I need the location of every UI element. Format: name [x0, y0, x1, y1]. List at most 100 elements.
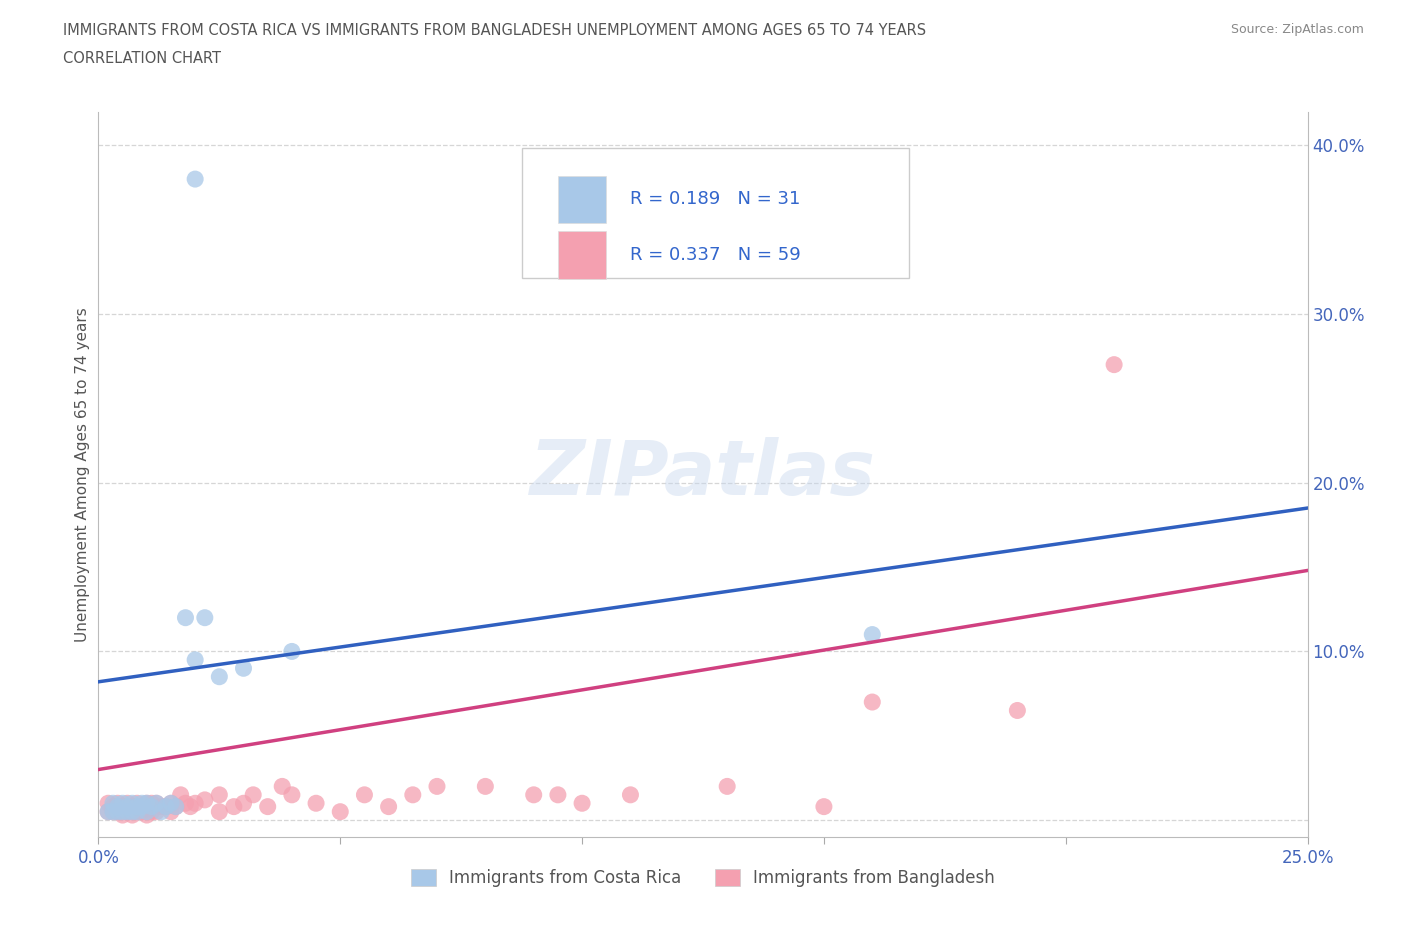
Point — [145, 804, 167, 819]
Point — [127, 796, 149, 811]
Point — [127, 804, 149, 819]
Point — [426, 779, 449, 794]
Point — [165, 799, 187, 814]
Point — [571, 796, 593, 811]
Point — [1007, 703, 1029, 718]
Point — [232, 796, 254, 811]
Point — [208, 788, 231, 803]
Point — [1102, 357, 1125, 372]
Point — [860, 627, 883, 642]
Point — [305, 796, 328, 811]
Point — [523, 788, 546, 803]
FancyBboxPatch shape — [558, 176, 606, 223]
Point — [101, 799, 124, 814]
Point — [131, 799, 153, 814]
Point — [150, 804, 173, 819]
Legend: Immigrants from Costa Rica, Immigrants from Bangladesh: Immigrants from Costa Rica, Immigrants f… — [405, 862, 1001, 894]
Point — [97, 796, 120, 811]
Point — [97, 804, 120, 819]
Point — [184, 653, 207, 668]
Point — [184, 796, 207, 811]
Point — [107, 796, 129, 811]
Point — [174, 796, 197, 811]
Y-axis label: Unemployment Among Ages 65 to 74 years: Unemployment Among Ages 65 to 74 years — [75, 307, 90, 642]
Point — [111, 799, 134, 814]
Point — [155, 799, 177, 814]
Point — [135, 796, 157, 811]
Text: ZIPatlas: ZIPatlas — [530, 437, 876, 512]
Point — [145, 796, 167, 811]
Point — [117, 804, 139, 819]
Text: R = 0.189   N = 31: R = 0.189 N = 31 — [630, 191, 801, 208]
Point — [208, 670, 231, 684]
Point — [111, 807, 134, 822]
Point — [127, 804, 149, 819]
Point — [101, 804, 124, 819]
Point — [716, 779, 738, 794]
Point — [377, 799, 399, 814]
Text: CORRELATION CHART: CORRELATION CHART — [63, 51, 221, 66]
Point — [353, 788, 375, 803]
Point — [155, 799, 177, 814]
Point — [860, 695, 883, 710]
Point — [135, 804, 157, 819]
Point — [121, 799, 143, 814]
Point — [194, 792, 217, 807]
Point — [169, 788, 191, 803]
Point — [813, 799, 835, 814]
Point — [160, 804, 183, 819]
Point — [184, 172, 207, 187]
Point — [165, 799, 187, 814]
FancyBboxPatch shape — [522, 148, 908, 278]
Point — [135, 807, 157, 822]
Point — [141, 796, 163, 811]
Point — [256, 799, 278, 814]
Text: IMMIGRANTS FROM COSTA RICA VS IMMIGRANTS FROM BANGLADESH UNEMPLOYMENT AMONG AGES: IMMIGRANTS FROM COSTA RICA VS IMMIGRANTS… — [63, 23, 927, 38]
Point — [271, 779, 294, 794]
Point — [232, 661, 254, 676]
Point — [107, 804, 129, 819]
Point — [141, 799, 163, 814]
Point — [281, 788, 304, 803]
Point — [145, 796, 167, 811]
Point — [117, 799, 139, 814]
Point — [107, 799, 129, 814]
Point — [135, 796, 157, 811]
Point — [127, 799, 149, 814]
Point — [141, 804, 163, 819]
Point — [474, 779, 496, 794]
Point — [281, 644, 304, 658]
Text: Source: ZipAtlas.com: Source: ZipAtlas.com — [1230, 23, 1364, 36]
Point — [160, 796, 183, 811]
Point — [107, 804, 129, 819]
Point — [135, 804, 157, 819]
Point — [131, 796, 153, 811]
Point — [131, 804, 153, 819]
Point — [194, 610, 217, 625]
Point — [179, 799, 201, 814]
Point — [111, 804, 134, 819]
Point — [329, 804, 352, 819]
Point — [121, 807, 143, 822]
Point — [150, 799, 173, 814]
Point — [402, 788, 425, 803]
Point — [121, 804, 143, 819]
Point — [101, 804, 124, 819]
Point — [101, 796, 124, 811]
Point — [97, 804, 120, 819]
Point — [619, 788, 641, 803]
FancyBboxPatch shape — [558, 232, 606, 278]
Point — [111, 796, 134, 811]
Point — [117, 796, 139, 811]
Point — [174, 610, 197, 625]
Point — [547, 788, 569, 803]
Point — [111, 804, 134, 819]
Point — [121, 804, 143, 819]
Point — [117, 804, 139, 819]
Point — [208, 804, 231, 819]
Point — [131, 799, 153, 814]
Point — [160, 796, 183, 811]
Text: R = 0.337   N = 59: R = 0.337 N = 59 — [630, 246, 801, 264]
Point — [222, 799, 245, 814]
Point — [121, 796, 143, 811]
